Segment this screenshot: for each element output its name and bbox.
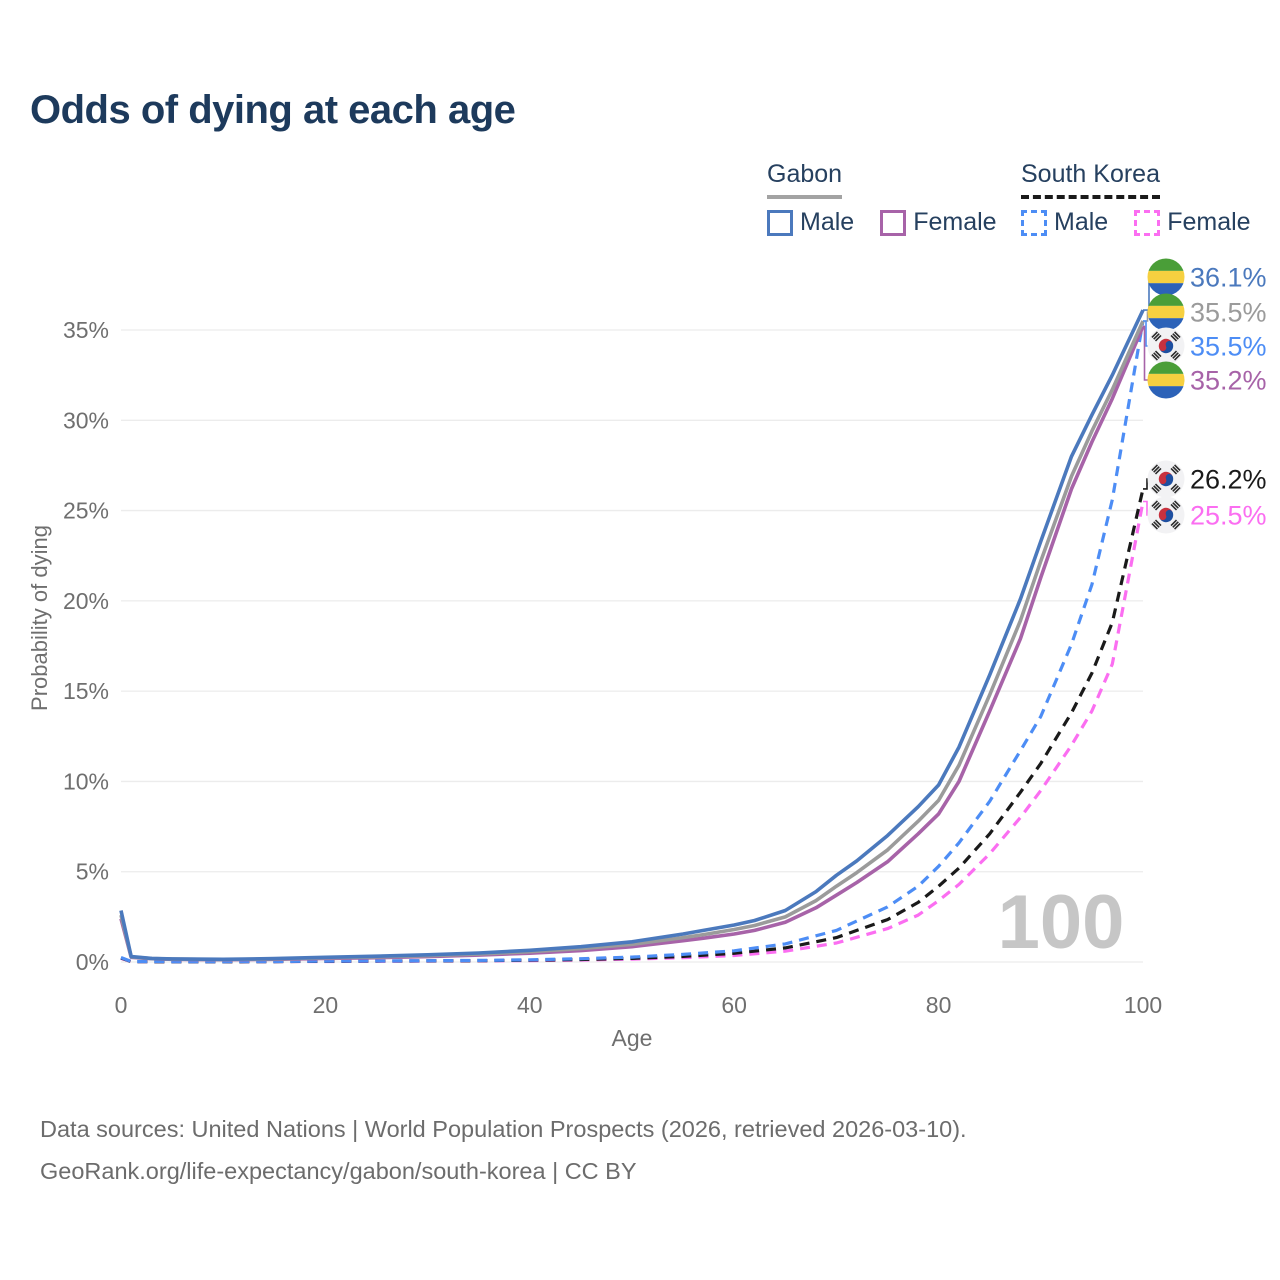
- y-tick-label-15: 15%: [63, 678, 109, 704]
- legend-item-label: Female: [1167, 208, 1251, 236]
- series-line-sk_female[interactable]: [120, 501, 1145, 964]
- end-value-label-sk_female: 25.5%: [1190, 501, 1267, 531]
- watermark-age-label: 100: [998, 880, 1125, 965]
- gabon-flag-icon: [1147, 361, 1185, 399]
- series-line-gabon_total[interactable]: [119, 320, 1145, 962]
- legend-group-south-korea: South Korea Male Female: [1021, 160, 1251, 237]
- end-value-label-gabon_male: 36.1%: [1190, 263, 1267, 293]
- y-tick-label-0: 0%: [76, 949, 109, 975]
- gabon-flag-icon: [1147, 258, 1185, 296]
- y-tick-label-25: 25%: [63, 498, 109, 524]
- end-value-label-sk_total: 26.2%: [1190, 465, 1267, 495]
- legend-item-label: Male: [800, 208, 855, 236]
- gabon-male-swatch-icon: [767, 209, 793, 236]
- south-korea-flag-icon: [1147, 460, 1185, 498]
- legend-item-gabon-female[interactable]: Female: [880, 208, 997, 237]
- gabon-female-swatch-icon: [880, 209, 907, 236]
- legend-country-gabon: Gabon: [767, 160, 843, 199]
- end-value-label-gabon_total: 35.5%: [1190, 298, 1267, 328]
- chart-footer: Data sources: United Nations | World Pop…: [40, 1108, 967, 1192]
- series-line-gabon_male[interactable]: [119, 309, 1145, 962]
- attribution-line: GeoRank.org/life-expectancy/gabon/south-…: [40, 1158, 637, 1184]
- south-korea-flag-icon: [1147, 327, 1185, 365]
- legend-item-label: Male: [1054, 208, 1109, 236]
- south-korea-flag-icon: [1147, 496, 1185, 534]
- y-tick-label-5: 5%: [76, 859, 109, 885]
- y-tick-label-35: 35%: [63, 317, 109, 343]
- data-source-line: Data sources: United Nations | World Pop…: [40, 1116, 967, 1142]
- y-tick-label-30: 30%: [63, 407, 109, 433]
- legend-item-gabon-male[interactable]: Male: [767, 208, 854, 237]
- x-tick-label-80: 80: [926, 992, 952, 1018]
- series-line-gabon_female[interactable]: [119, 325, 1145, 962]
- legend-group-gabon: Gabon Male Female: [767, 160, 997, 237]
- page-title: Odds of dying at each age: [30, 88, 516, 132]
- south-korea-male-swatch-icon: [1021, 209, 1047, 236]
- legend-item-south-korea-male[interactable]: Male: [1021, 208, 1108, 237]
- legend-country-south-korea: South Korea: [1021, 160, 1160, 199]
- x-axis-title: Age: [612, 1025, 653, 1051]
- end-value-label-gabon_female: 35.2%: [1190, 366, 1267, 396]
- x-tick-label-60: 60: [721, 992, 747, 1018]
- y-tick-label-10: 10%: [63, 768, 109, 794]
- y-axis-title: Probability of dying: [27, 525, 52, 711]
- x-tick-label-100: 100: [1124, 992, 1162, 1018]
- line-chart: 0% 5% 10% 15% 20% 25% 30% 35% 0 20 40 60 80 100 Age Pro…: [27, 258, 1267, 1051]
- x-tick-label-40: 40: [517, 992, 543, 1018]
- y-tick-label-20: 20%: [63, 588, 109, 614]
- legend-item-south-korea-female[interactable]: Female: [1134, 208, 1251, 237]
- x-tick-label-20: 20: [313, 992, 339, 1018]
- series-line-sk_total[interactable]: [120, 488, 1145, 964]
- south-korea-female-swatch-icon: [1134, 209, 1161, 236]
- x-tick-label-0: 0: [115, 992, 128, 1018]
- gabon-flag-icon: [1147, 293, 1185, 331]
- series-line-sk_male[interactable]: [120, 320, 1145, 964]
- legend-item-label: Female: [913, 208, 997, 236]
- end-value-label-sk_male: 35.5%: [1190, 332, 1267, 362]
- chart-area: 0% 5% 10% 15% 20% 25% 30% 35% 0 20 40 60 80 100 Age Pro…: [0, 240, 1280, 1080]
